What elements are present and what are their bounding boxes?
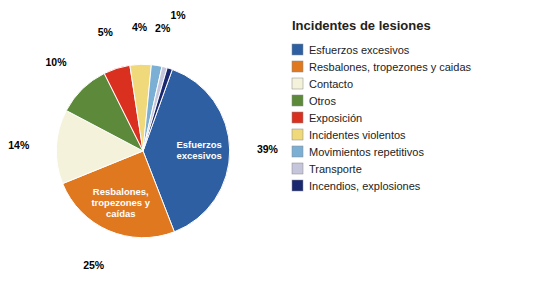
legend-swatch	[292, 180, 303, 191]
data-label: 5%	[98, 26, 114, 38]
annotation-line: caídas	[106, 208, 136, 219]
legend-label: Movimientos repetitivos	[309, 146, 424, 158]
data-label: 4%	[132, 21, 148, 33]
labels: 39% 25% 14% 10% 5% 4% 2%1% Esfuerzosexcesivos Re…	[8, 9, 278, 271]
data-label: 10%	[45, 56, 67, 68]
legend-label: Esfuerzos excesivos	[309, 44, 410, 56]
annotation: Resbalones,tropezones ycaídas	[91, 186, 150, 219]
legend-swatch	[292, 44, 303, 55]
title: Incidentes de lesiones	[292, 18, 431, 33]
legend: Incidentes de lesiones Esfuerzos excesivo…	[292, 18, 472, 192]
data-label: 2%	[155, 22, 171, 34]
legend-swatch	[292, 95, 303, 106]
legend-label: Otros	[309, 95, 336, 107]
annotation-line: excesivos	[176, 150, 221, 161]
chart: 39% 25% 14% 10% 5% 4% 2%1% Esfuerzosexcesivos Re…	[0, 0, 550, 302]
legend-swatch	[292, 78, 303, 89]
data-label: 25%	[83, 259, 105, 271]
legend-swatch	[292, 61, 303, 72]
legend-label: Resbalones, tropezones y caidas	[309, 61, 472, 73]
annotation-line: tropezones y	[91, 197, 150, 208]
data-label: 14%	[8, 139, 30, 151]
legend-label: Transporte	[309, 163, 362, 175]
legend-swatch	[292, 129, 303, 140]
legend-swatch	[292, 112, 303, 123]
legend-label: Incendios, explosiones	[309, 180, 421, 192]
slice	[143, 68, 172, 151]
annotation-line: Esfuerzos	[176, 139, 221, 150]
legend-swatch	[292, 163, 303, 174]
legend-swatch	[292, 146, 303, 157]
annotation: Esfuerzosexcesivos	[176, 139, 221, 161]
annotation-line: Resbalones,	[93, 186, 149, 197]
pie	[56, 64, 229, 237]
legend-label: Contacto	[309, 78, 353, 90]
background	[0, 0, 550, 302]
legend-label: Exposición	[309, 112, 362, 124]
legend-label: Incidentes violentos	[309, 129, 406, 141]
data-label: 1%	[170, 9, 186, 21]
data-label: 39%	[257, 143, 279, 155]
